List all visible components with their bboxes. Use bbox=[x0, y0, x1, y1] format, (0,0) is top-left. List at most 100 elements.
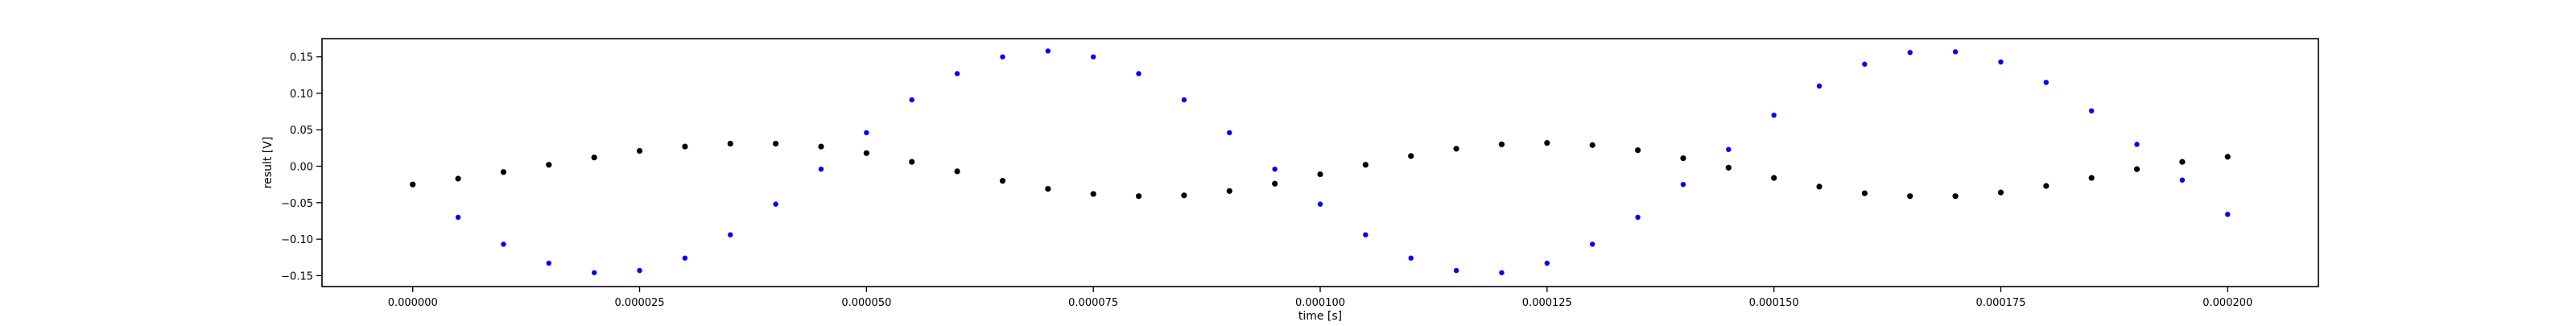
data-point bbox=[1408, 255, 1414, 261]
x-tick-label: 0.000175 bbox=[1975, 297, 2025, 309]
series-layer bbox=[410, 48, 2231, 275]
data-point bbox=[1997, 189, 2004, 196]
data-point bbox=[546, 260, 552, 266]
x-tick-label: 0.000025 bbox=[615, 297, 665, 309]
data-point bbox=[1952, 49, 1959, 55]
data-point bbox=[1907, 50, 1913, 56]
data-point bbox=[2043, 80, 2050, 85]
data-point bbox=[1861, 190, 1868, 196]
data-point bbox=[1272, 166, 1278, 172]
y-tick-label: −0.10 bbox=[281, 234, 313, 246]
data-point bbox=[1135, 193, 1142, 200]
data-point bbox=[1634, 147, 1641, 154]
data-point bbox=[773, 201, 778, 207]
data-point bbox=[954, 168, 960, 175]
data-point bbox=[909, 97, 914, 103]
data-point bbox=[500, 169, 507, 175]
data-point bbox=[1453, 267, 1459, 274]
data-point bbox=[1453, 146, 1459, 152]
data-point bbox=[636, 147, 643, 155]
data-point bbox=[455, 175, 461, 182]
data-point bbox=[2134, 142, 2140, 147]
data-point bbox=[818, 166, 824, 172]
data-point bbox=[1045, 48, 1051, 54]
series-0 bbox=[410, 48, 2231, 275]
x-axis-label: time [s] bbox=[1298, 310, 1342, 322]
data-point bbox=[863, 150, 869, 156]
y-tick-label: −0.15 bbox=[281, 270, 313, 283]
data-point bbox=[727, 140, 733, 147]
y-tick-label: 0.00 bbox=[290, 162, 313, 174]
data-point bbox=[1136, 71, 1141, 76]
data-point bbox=[2133, 166, 2140, 172]
data-point bbox=[1181, 192, 1187, 199]
y-axis-ticks: −0.15 −0.10 −0.05 0.00 0.05 0.10 0.15 bbox=[281, 52, 322, 283]
data-point bbox=[2224, 154, 2231, 160]
data-point bbox=[1544, 260, 1550, 266]
data-point bbox=[1589, 142, 1596, 148]
data-point bbox=[773, 140, 779, 147]
data-point bbox=[2043, 183, 2050, 189]
data-point bbox=[1408, 153, 1414, 159]
data-point bbox=[637, 267, 642, 274]
data-point bbox=[1499, 270, 1505, 275]
x-tick-label: 0.000200 bbox=[2202, 297, 2252, 309]
x-axis-ticks: 0.000000 0.000025 0.000050 0.000075 0.000100… bbox=[388, 287, 2252, 309]
data-point bbox=[1725, 164, 1732, 171]
plot-frame bbox=[321, 38, 2319, 287]
data-point bbox=[1771, 175, 1777, 181]
x-tick-label: 0.000000 bbox=[388, 297, 438, 309]
data-point bbox=[1226, 188, 1232, 194]
data-point bbox=[1363, 232, 1368, 237]
data-point bbox=[1227, 130, 1232, 136]
y-axis-label: result [V] bbox=[262, 137, 275, 189]
data-point bbox=[1680, 155, 1686, 162]
data-point bbox=[1000, 54, 1005, 60]
data-point bbox=[682, 143, 688, 150]
x-tick-label: 0.000100 bbox=[1295, 297, 1345, 309]
data-point bbox=[682, 255, 688, 261]
data-point bbox=[1272, 180, 1278, 187]
y-tick-label: −0.05 bbox=[281, 198, 313, 210]
data-point bbox=[1589, 241, 1596, 247]
data-point bbox=[2179, 177, 2186, 183]
data-point bbox=[1680, 181, 1686, 188]
data-point bbox=[455, 214, 461, 221]
data-point bbox=[1544, 139, 1550, 146]
x-tick-label: 0.000150 bbox=[1749, 297, 1799, 309]
data-point bbox=[2179, 159, 2186, 165]
data-point bbox=[1726, 146, 1732, 152]
data-point bbox=[2088, 108, 2095, 113]
data-point bbox=[1771, 112, 1777, 118]
data-point bbox=[999, 178, 1006, 184]
data-point bbox=[1816, 184, 1823, 190]
data-point bbox=[501, 241, 506, 247]
data-point bbox=[591, 155, 597, 161]
data-point bbox=[591, 270, 597, 275]
data-point bbox=[1181, 97, 1187, 103]
x-tick-label: 0.000125 bbox=[1522, 297, 1572, 309]
x-tick-label: 0.000050 bbox=[841, 297, 891, 309]
data-point bbox=[1317, 171, 1323, 178]
series-1 bbox=[410, 139, 2231, 200]
data-point bbox=[1045, 186, 1051, 192]
data-point bbox=[954, 71, 960, 76]
data-point bbox=[909, 159, 915, 165]
y-tick-label: 0.05 bbox=[290, 125, 313, 137]
data-point bbox=[2088, 175, 2095, 181]
y-tick-label: 0.10 bbox=[290, 89, 313, 101]
data-point bbox=[1090, 54, 1096, 60]
data-point bbox=[1998, 59, 2004, 65]
data-point bbox=[410, 181, 416, 188]
data-point bbox=[1317, 201, 1323, 207]
data-point bbox=[1362, 162, 1368, 168]
data-point bbox=[1907, 193, 1913, 200]
data-point bbox=[1862, 61, 1868, 67]
x-tick-label: 0.000075 bbox=[1068, 297, 1118, 309]
data-point bbox=[864, 130, 869, 136]
data-point bbox=[2225, 212, 2231, 217]
data-point bbox=[1816, 83, 1823, 89]
data-point bbox=[728, 232, 733, 237]
